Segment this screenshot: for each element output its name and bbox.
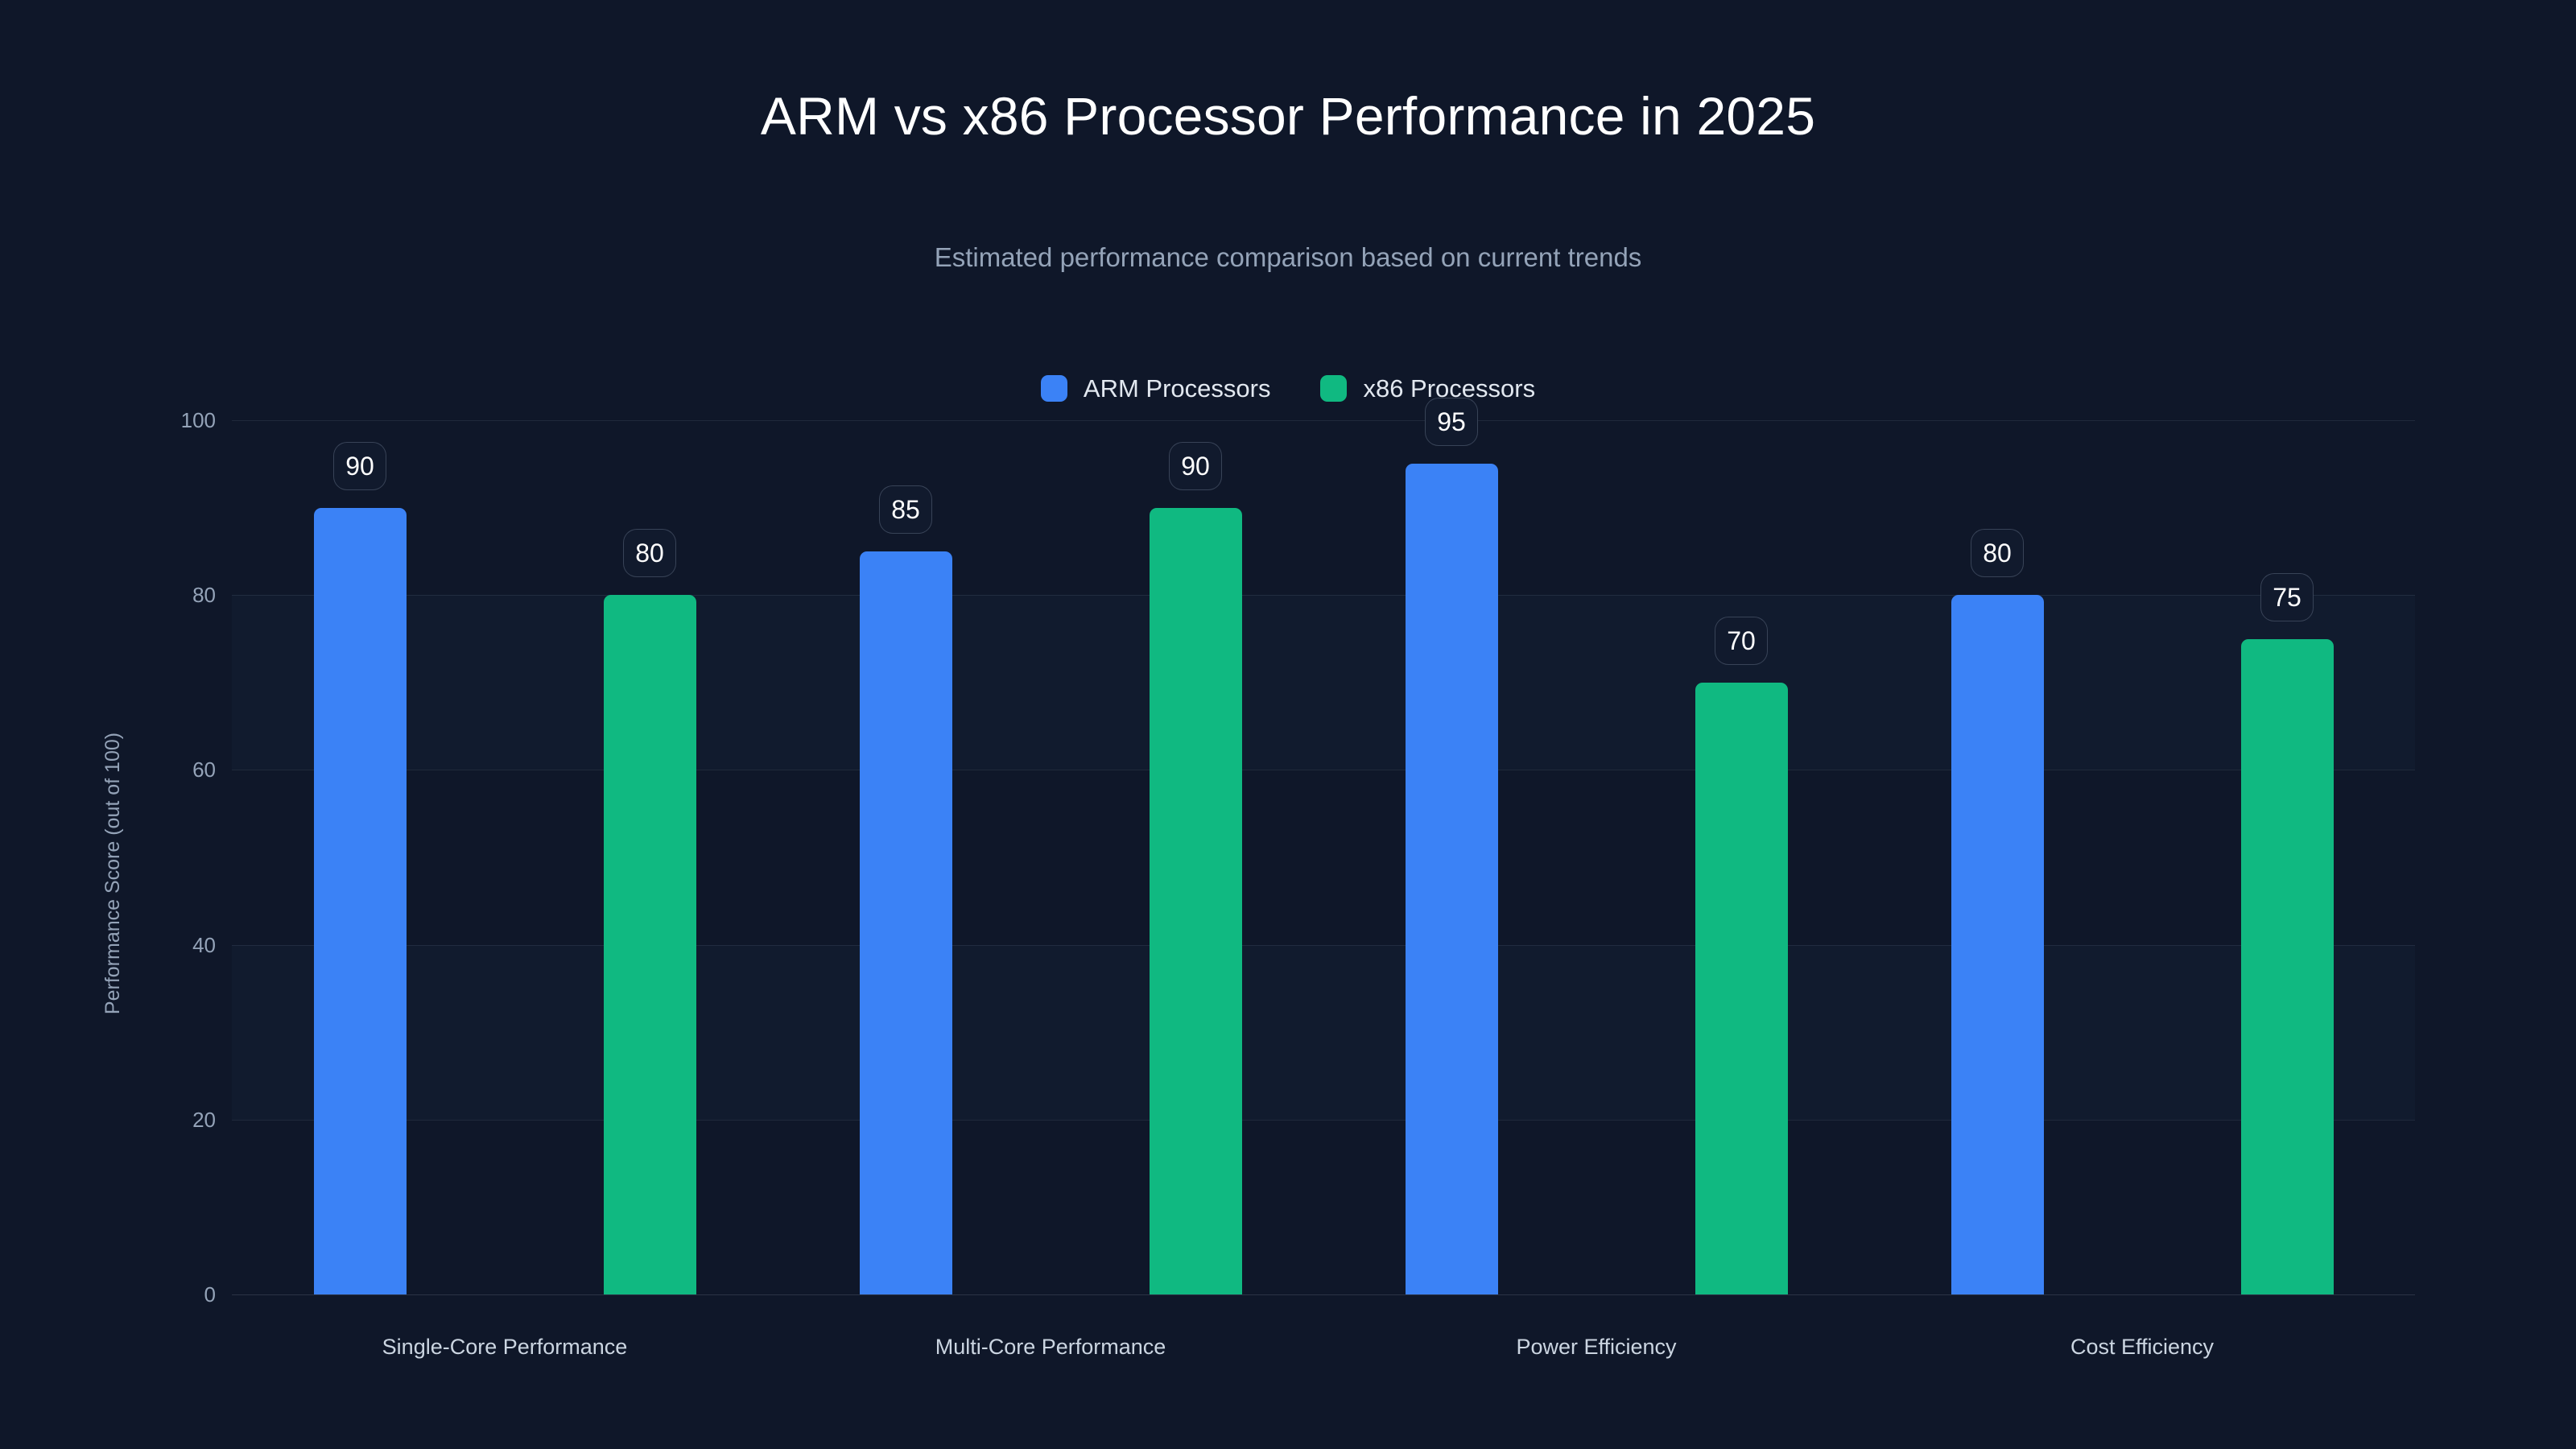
legend-item-label: ARM Processors xyxy=(1083,374,1271,402)
y-axis-tick-label: 60 xyxy=(192,758,216,782)
plot-background-band xyxy=(232,595,2415,770)
legend-swatch-icon xyxy=(1320,375,1348,402)
y-axis-tick-label: 40 xyxy=(192,932,216,957)
page-title: ARM vs x86 Processor Performance in 2025 xyxy=(760,86,1816,146)
bar-arm-1[interactable] xyxy=(859,551,952,1294)
x-axis-category-label: Cost Efficiency xyxy=(2070,1335,2215,1359)
legend-swatch-icon xyxy=(1040,375,1067,402)
y-axis-tick-label: 20 xyxy=(192,1107,216,1132)
legend-item-label: x86 Processors xyxy=(1363,374,1536,402)
x-axis-category-label: Single-Core Performance xyxy=(382,1335,628,1359)
bar-x86-1[interactable] xyxy=(1149,507,1242,1294)
gridline xyxy=(232,420,2415,421)
gridline xyxy=(232,1119,2415,1121)
bar-x86-3[interactable] xyxy=(2240,638,2334,1294)
y-axis-tick-label: 80 xyxy=(192,583,216,608)
legend-item-x86[interactable]: x86 Processors xyxy=(1320,375,1535,402)
legend-item-arm[interactable]: ARM Processors xyxy=(1040,374,1271,402)
chart-subtitle: Estimated performance comparison based o… xyxy=(934,242,1642,272)
bar-x86-0[interactable] xyxy=(603,595,696,1294)
x-axis-baseline xyxy=(232,1294,2415,1295)
bar-x86-2[interactable] xyxy=(1695,682,1788,1294)
x-axis-category-label: Power Efficiency xyxy=(1516,1335,1677,1359)
plot-background-band xyxy=(232,944,2415,1120)
gridline xyxy=(232,595,2415,597)
gridline xyxy=(232,944,2415,946)
plot-area xyxy=(232,420,2415,1295)
x-axis-category-label: Multi-Core Performance xyxy=(935,1335,1166,1359)
bar-arm-3[interactable] xyxy=(1951,595,2044,1294)
chart-legend: ARM Processors x86 Processors xyxy=(0,375,2576,402)
y-axis-tick-label: 100 xyxy=(180,408,216,432)
y-axis-title: Performance Score (out of 100) xyxy=(101,732,124,1015)
y-axis-tick-label: 0 xyxy=(204,1282,216,1307)
bar-arm-0[interactable] xyxy=(313,507,407,1294)
bar-arm-2[interactable] xyxy=(1405,464,1498,1294)
